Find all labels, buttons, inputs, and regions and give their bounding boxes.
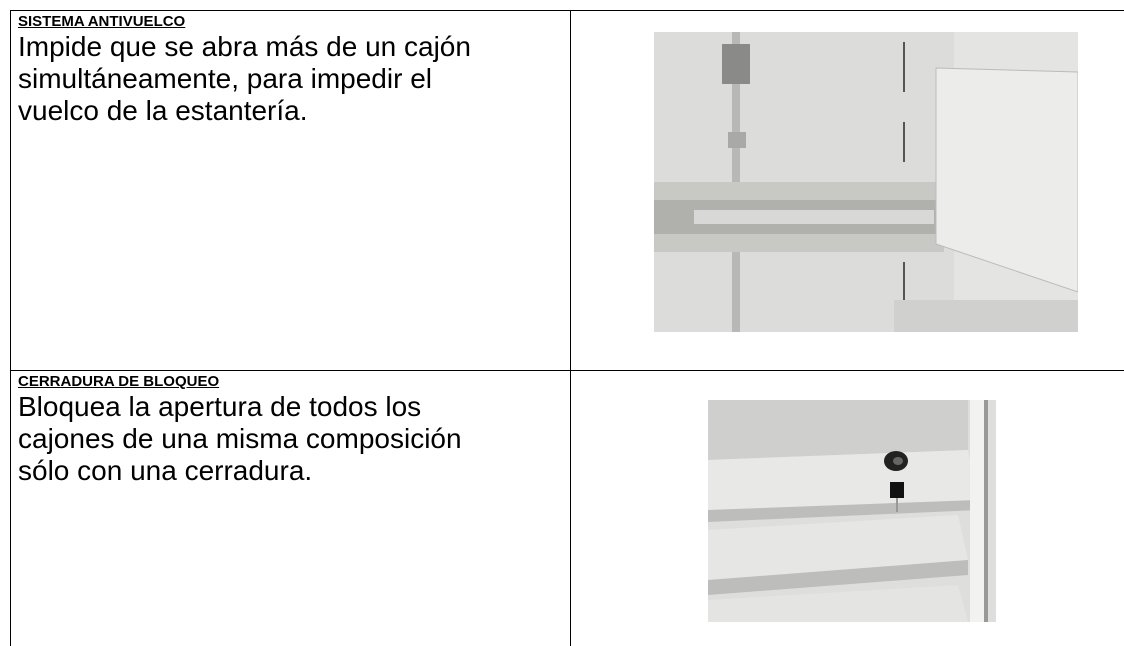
table-border <box>10 10 1124 11</box>
text-line: cajones de una misma composición <box>18 423 462 454</box>
table-border <box>10 370 1124 371</box>
row-heading: SISTEMA ANTIVUELCO <box>18 13 186 30</box>
cell: SISTEMA ANTIVUELCO Impide que se abra má… <box>18 13 566 127</box>
photo-antivuelco <box>654 32 1078 332</box>
row-text: Bloquea la apertura de todos los cajones … <box>18 391 566 487</box>
cell: CERRADURA DE BLOQUEO Bloquea la apertura… <box>18 373 566 487</box>
text-line: Impide que se abra más de un cajón <box>18 31 471 62</box>
photo-cerradura <box>708 400 996 622</box>
row-heading: CERRADURA DE BLOQUEO <box>18 373 220 390</box>
text-line: simultáneamente, para impedir el <box>18 63 432 94</box>
text-line: sólo con una cerradura. <box>18 455 313 486</box>
text-line: vuelco de la estantería. <box>18 95 308 126</box>
row-text: Impide que se abra más de un cajón simult… <box>18 31 566 127</box>
table-border <box>10 10 11 646</box>
table-border <box>570 10 571 646</box>
text-line: Bloquea la apertura de todos los <box>18 391 422 422</box>
